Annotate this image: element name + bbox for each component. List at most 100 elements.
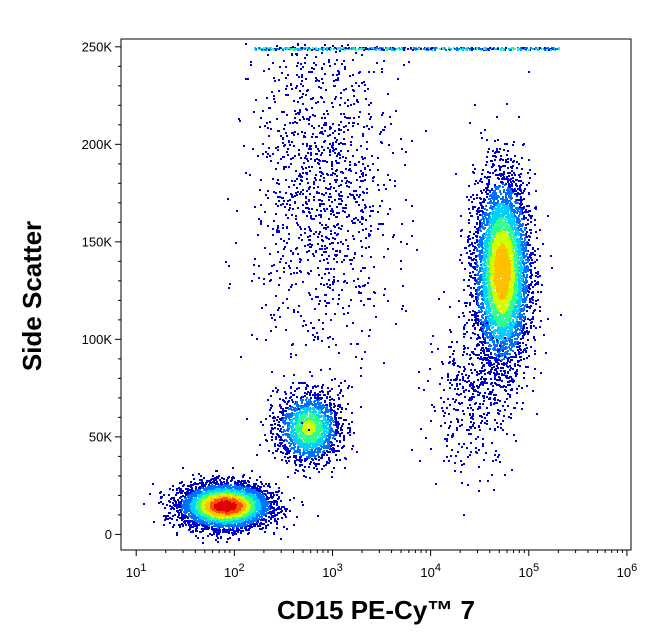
data-point [263,485,265,487]
data-point [200,506,202,508]
data-point [194,513,196,515]
data-point [253,514,255,516]
data-point [200,475,202,477]
data-point [165,518,167,520]
data-point [232,514,234,516]
data-point [213,531,215,533]
data-point [270,494,272,496]
data-point [203,488,205,490]
data-point [259,528,261,530]
data-point [242,498,244,500]
data-point [184,515,186,517]
data-point [276,527,278,529]
data-point [273,494,275,496]
data-point [258,488,260,490]
data-point [180,496,182,498]
data-point [264,531,266,533]
data-point [230,522,232,524]
data-point [160,497,162,499]
data-point [245,518,247,520]
data-point [273,532,275,534]
data-point [240,525,242,527]
data-point [221,498,223,500]
data-point [172,502,174,504]
data-point [169,501,171,503]
data-point [203,496,205,498]
data-point [219,524,221,526]
data-point [209,516,211,518]
data-point [214,507,216,509]
data-point [269,505,271,507]
data-point [175,502,177,504]
data-point [187,488,189,490]
data-point [203,505,205,507]
data-point [236,488,238,490]
data-point [221,490,223,492]
data-point [204,502,206,504]
data-point [182,485,184,487]
data-point [215,539,217,541]
data-point [185,488,187,490]
data-point [214,499,216,501]
data-point [192,508,194,510]
data-point [179,509,181,511]
data-point [190,512,192,514]
data-point [263,490,265,492]
data-point [278,496,280,498]
data-point [226,488,228,490]
data-point [247,501,249,503]
data-point [198,473,200,475]
data-point [202,542,204,544]
data-point [236,529,238,531]
data-point [222,529,224,531]
data-point [238,539,240,541]
data-point [267,485,269,487]
data-point [248,481,250,483]
data-point [188,499,190,501]
data-point [278,487,280,489]
data-point [226,479,228,481]
data-point [235,520,237,522]
data-point [258,503,260,505]
data-point [172,526,174,528]
data-point [226,497,228,499]
data-point [263,518,265,520]
data-point [262,527,264,529]
data-point [214,528,216,530]
data-point [167,518,169,520]
data-point [244,524,246,526]
data-point [200,521,202,523]
data-point [255,483,257,485]
data-point [216,481,218,483]
data-point [265,521,267,523]
data-point [234,525,236,527]
data-point [174,514,176,516]
data-point [195,492,197,494]
data-point [172,507,174,509]
data-point [202,530,204,532]
data-point [240,482,242,484]
data-point [184,520,186,522]
data-points [143,43,562,544]
data-point [261,504,263,506]
data-point [181,481,183,483]
data-point [258,506,260,508]
data-point [228,508,230,510]
data-point [243,517,245,519]
data-point [224,515,226,517]
data-point [212,506,214,508]
data-point [262,494,264,496]
data-point [273,503,275,505]
data-point [207,486,209,488]
data-point [277,491,279,493]
data-point [193,492,195,494]
data-point [269,511,271,513]
data-point [276,523,278,525]
data-point [163,515,165,517]
data-point [230,490,232,492]
data-point [202,537,204,539]
data-point [220,526,222,528]
data-point [257,497,259,499]
data-point [222,526,224,528]
data-point [265,519,267,521]
